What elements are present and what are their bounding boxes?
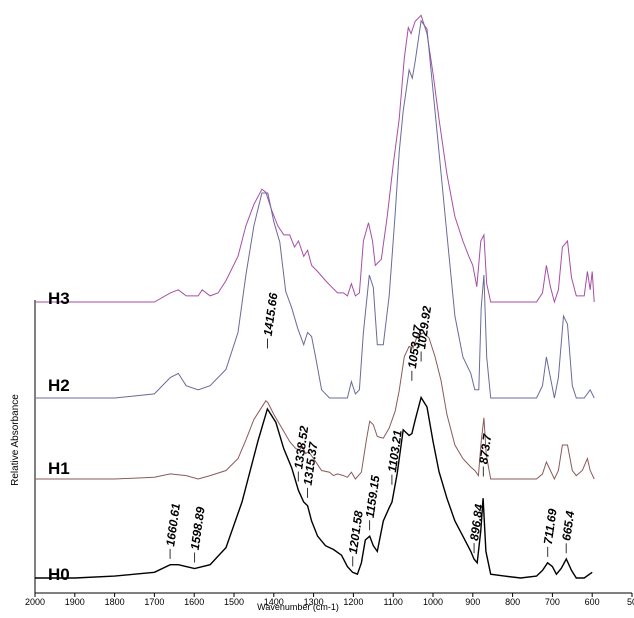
x-tick-label: 1500 <box>224 597 244 607</box>
series-line-h3 <box>35 14 595 304</box>
x-tick-label: 1100 <box>384 597 403 607</box>
peak-label: 1315.37 <box>301 440 321 486</box>
x-axis-label: Wavenumber (cm-1) <box>257 602 339 612</box>
axes <box>34 300 632 594</box>
peak-label: 1338.52 <box>291 425 311 470</box>
x-tick-label: 2000 <box>25 597 45 607</box>
y-axis-label: Relative Absorbance <box>10 394 21 486</box>
series-label-h1: H1 <box>48 459 70 478</box>
x-tick-label: 1900 <box>65 597 85 607</box>
series-labels: H3 H2 H1 H0 <box>48 289 70 584</box>
series-label-h2: H2 <box>48 376 70 395</box>
series-line-h2 <box>35 19 595 399</box>
x-tick-label: 1300 <box>304 597 324 607</box>
x-tick-label: 1600 <box>184 597 204 607</box>
peak-label: 1053.07 <box>405 323 425 369</box>
x-tick-label: 1800 <box>105 597 125 607</box>
x-tick-label: 800 <box>505 597 520 607</box>
peak-label: 1103.21 <box>385 429 405 473</box>
peak-label: 1660.61 <box>163 502 183 547</box>
series-curves <box>35 14 595 579</box>
peak-label: 1029.92 <box>414 305 434 350</box>
peak-label: 1201.58 <box>346 510 366 555</box>
peak-label: 1598.89 <box>188 506 208 551</box>
peak-label: 1415.66 <box>261 292 281 337</box>
peak-label: 1159.15 <box>363 474 383 518</box>
x-tick-label: 600 <box>585 597 600 607</box>
x-tick-label: 1700 <box>144 597 164 607</box>
x-tick-label: 50 <box>627 597 634 607</box>
x-tick-label: 1000 <box>423 597 443 607</box>
peak-label: 873.7 <box>476 432 494 465</box>
series-label-h3: H3 <box>48 289 70 308</box>
series-line-h0 <box>35 395 593 579</box>
peak-label: 665.4 <box>559 510 577 542</box>
x-tick-label: 700 <box>545 597 560 607</box>
peak-label: 896.84 <box>467 503 486 542</box>
peak-label: 711.69 <box>541 508 560 546</box>
x-tick-label: 1400 <box>264 597 284 607</box>
x-ticks: 2000 1900 1800 1700 1600 1500 1400 1300 1200 1100… <box>25 593 634 607</box>
x-tick-label: 1200 <box>343 597 363 607</box>
x-tick-label: 900 <box>465 597 480 607</box>
series-line-h1 <box>35 332 595 481</box>
series-label-h0: H0 <box>48 565 70 584</box>
